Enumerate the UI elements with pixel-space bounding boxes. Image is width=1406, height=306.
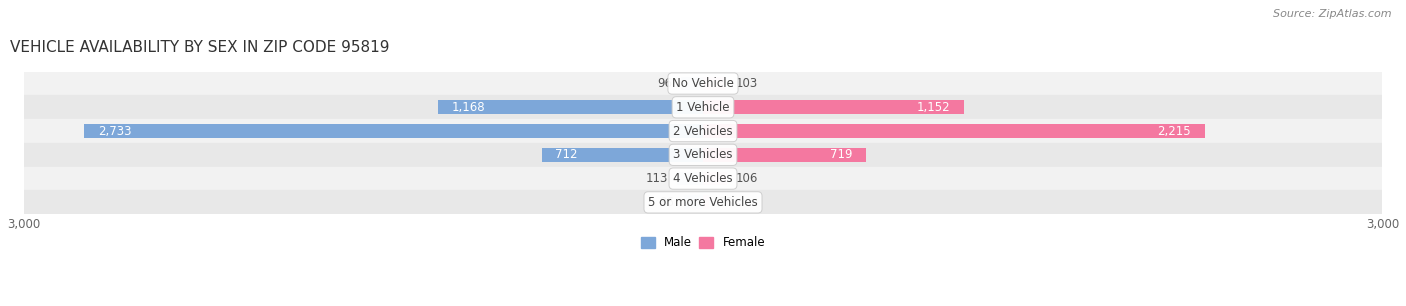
Bar bbox=[678, 172, 703, 185]
Text: 4 Vehicles: 4 Vehicles bbox=[673, 172, 733, 185]
Text: 113: 113 bbox=[645, 172, 668, 185]
Text: 1 Vehicle: 1 Vehicle bbox=[676, 101, 730, 114]
Text: VEHICLE AVAILABILITY BY SEX IN ZIP CODE 95819: VEHICLE AVAILABILITY BY SEX IN ZIP CODE … bbox=[10, 39, 389, 54]
Bar bbox=[24, 143, 1382, 167]
Bar bbox=[84, 124, 703, 138]
Bar bbox=[703, 196, 710, 209]
Text: 106: 106 bbox=[737, 172, 758, 185]
Text: 28: 28 bbox=[718, 196, 734, 209]
Text: 2,215: 2,215 bbox=[1157, 125, 1191, 138]
Text: 1,168: 1,168 bbox=[453, 101, 485, 114]
Bar bbox=[24, 95, 1382, 119]
Text: 712: 712 bbox=[555, 148, 578, 161]
Text: 96: 96 bbox=[657, 77, 672, 90]
Bar bbox=[703, 76, 727, 90]
Bar bbox=[24, 167, 1382, 191]
Bar bbox=[24, 72, 1382, 95]
Text: 2,733: 2,733 bbox=[97, 125, 131, 138]
Text: 86: 86 bbox=[659, 196, 675, 209]
Bar bbox=[683, 196, 703, 209]
Bar bbox=[703, 124, 1205, 138]
Text: 103: 103 bbox=[735, 77, 758, 90]
Bar bbox=[703, 172, 727, 185]
Bar bbox=[541, 148, 703, 162]
Text: No Vehicle: No Vehicle bbox=[672, 77, 734, 90]
Text: Source: ZipAtlas.com: Source: ZipAtlas.com bbox=[1274, 9, 1392, 19]
Text: 3 Vehicles: 3 Vehicles bbox=[673, 148, 733, 161]
Bar bbox=[24, 191, 1382, 214]
Text: 2 Vehicles: 2 Vehicles bbox=[673, 125, 733, 138]
Text: 5 or more Vehicles: 5 or more Vehicles bbox=[648, 196, 758, 209]
Bar bbox=[439, 100, 703, 114]
Bar bbox=[703, 100, 965, 114]
Legend: Male, Female: Male, Female bbox=[636, 232, 770, 254]
Bar bbox=[682, 76, 703, 90]
Bar bbox=[703, 148, 866, 162]
Text: 1,152: 1,152 bbox=[917, 101, 950, 114]
Bar bbox=[24, 119, 1382, 143]
Text: 719: 719 bbox=[830, 148, 852, 161]
